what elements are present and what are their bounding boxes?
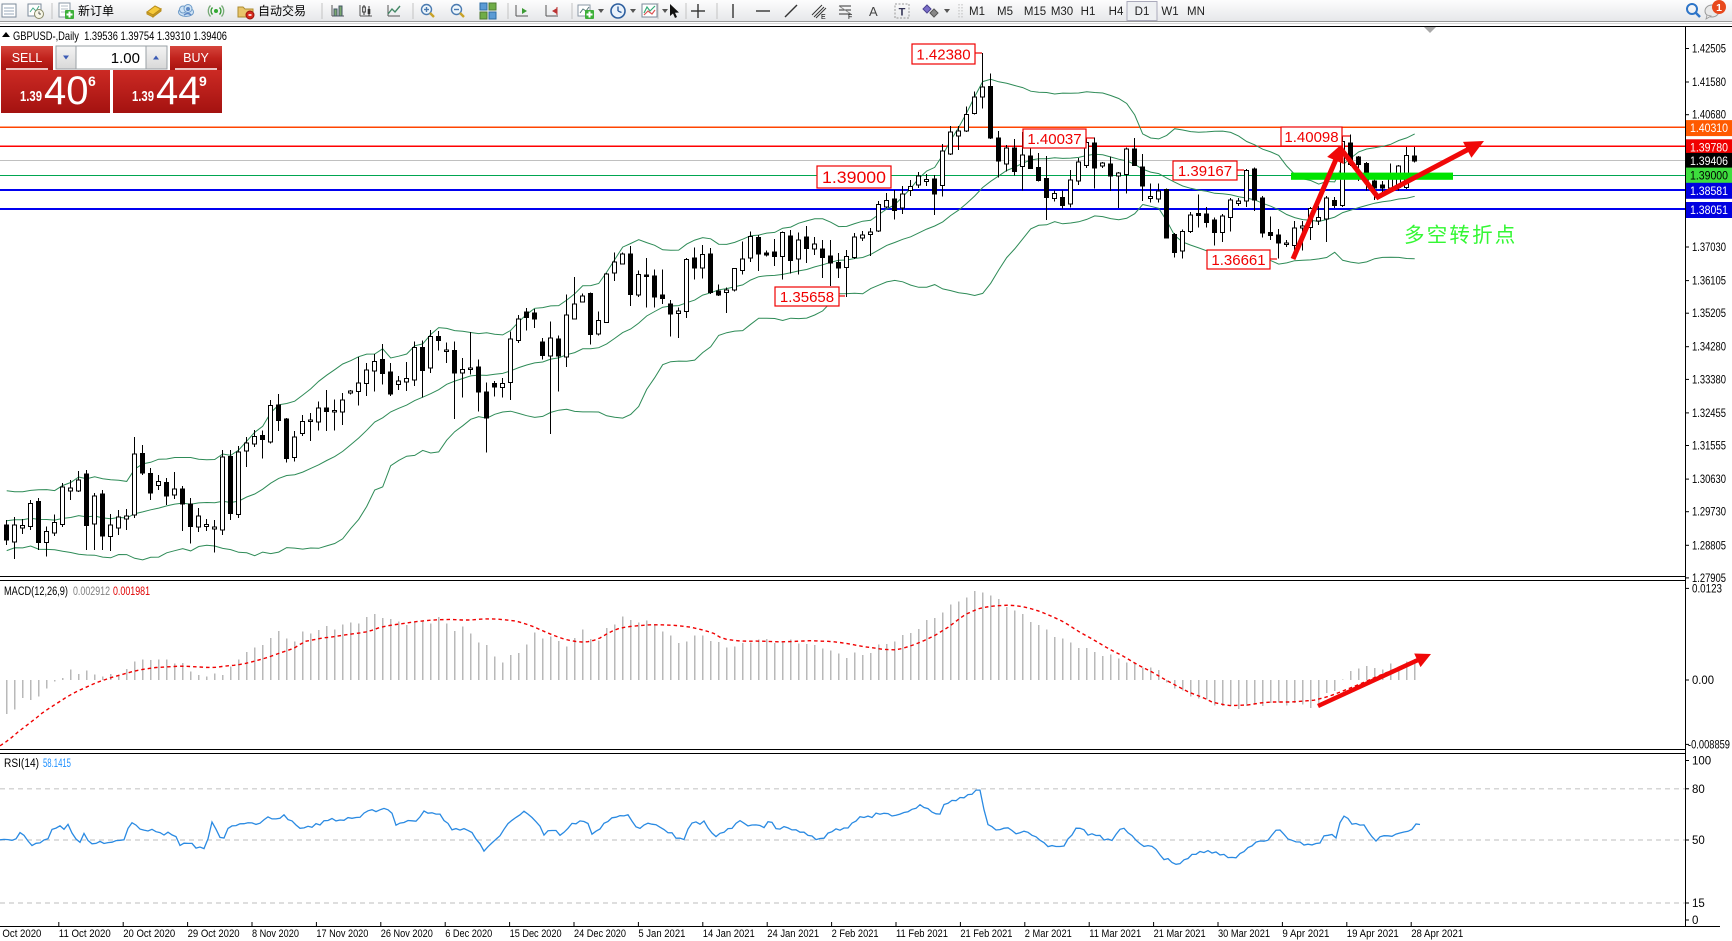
svg-text:2 Feb 2021: 2 Feb 2021 xyxy=(832,928,879,940)
svg-text:1.42380: 1.42380 xyxy=(916,46,970,63)
svg-text:15: 15 xyxy=(1692,898,1705,910)
svg-text:1.40098: 1.40098 xyxy=(1284,129,1338,146)
svg-text:多空转折点: 多空转折点 xyxy=(1404,224,1518,247)
svg-text:1.38051: 1.38051 xyxy=(1690,205,1728,217)
svg-text:30 Mar 2021: 30 Mar 2021 xyxy=(1218,928,1270,940)
svg-text:11 Mar 2021: 11 Mar 2021 xyxy=(1089,928,1141,940)
svg-text:H4: H4 xyxy=(1109,6,1124,18)
svg-text:1.42505: 1.42505 xyxy=(1692,44,1726,56)
svg-text:1.28805: 1.28805 xyxy=(1692,540,1726,552)
svg-text:1.39000: 1.39000 xyxy=(822,168,886,187)
svg-text:1.31555: 1.31555 xyxy=(1692,441,1726,453)
svg-text:1.39000: 1.39000 xyxy=(1690,171,1728,183)
svg-text:MN: MN xyxy=(1187,6,1205,18)
svg-text:1.39167: 1.39167 xyxy=(1178,163,1232,180)
svg-text:50: 50 xyxy=(1692,835,1705,847)
svg-text:M1: M1 xyxy=(969,6,985,18)
svg-text:40: 40 xyxy=(44,69,89,113)
svg-text:0: 0 xyxy=(1692,915,1698,927)
svg-text:A: A xyxy=(869,4,878,19)
svg-text:21 Mar 2021: 21 Mar 2021 xyxy=(1154,928,1206,940)
svg-text:9: 9 xyxy=(199,73,207,89)
svg-text:17 Nov 2020: 17 Nov 2020 xyxy=(316,928,368,940)
svg-text:1.39: 1.39 xyxy=(20,88,42,105)
svg-text:21 Feb 2021: 21 Feb 2021 xyxy=(960,928,1012,940)
svg-text:M5: M5 xyxy=(997,6,1013,18)
svg-text:1.35658: 1.35658 xyxy=(780,289,834,306)
svg-text:11 Feb 2021: 11 Feb 2021 xyxy=(896,928,948,940)
svg-text:28 Apr 2021: 28 Apr 2021 xyxy=(1411,928,1463,940)
svg-text:新订单: 新订单 xyxy=(78,3,114,18)
svg-text:15 Dec 2020: 15 Dec 2020 xyxy=(510,928,562,940)
svg-text:11 Oct 2020: 11 Oct 2020 xyxy=(59,928,111,940)
svg-text:1.38581: 1.38581 xyxy=(1690,186,1728,198)
svg-text:14 Jan 2021: 14 Jan 2021 xyxy=(703,928,755,940)
svg-text:26 Nov 2020: 26 Nov 2020 xyxy=(381,928,433,940)
svg-text:5 Jan 2021: 5 Jan 2021 xyxy=(638,928,685,940)
svg-text:0.00: 0.00 xyxy=(1692,675,1714,687)
svg-text:W1: W1 xyxy=(1161,6,1178,18)
svg-text:-0.008859: -0.008859 xyxy=(1688,739,1730,751)
svg-text:1.40680: 1.40680 xyxy=(1692,110,1726,122)
svg-text:8 Nov 2020: 8 Nov 2020 xyxy=(252,928,299,940)
svg-text:BUY: BUY xyxy=(183,51,209,65)
svg-text:0.0123: 0.0123 xyxy=(1692,583,1722,595)
svg-text:1.30630: 1.30630 xyxy=(1692,474,1726,486)
svg-text:1.33380: 1.33380 xyxy=(1692,374,1726,386)
svg-text:T: T xyxy=(899,7,906,19)
svg-text:29 Oct 2020: 29 Oct 2020 xyxy=(188,928,240,940)
svg-text:E: E xyxy=(821,14,826,21)
svg-text:1.40037: 1.40037 xyxy=(1027,131,1081,148)
svg-text:自动交易: 自动交易 xyxy=(258,3,306,18)
svg-text:1.00: 1.00 xyxy=(111,50,140,67)
svg-text:44: 44 xyxy=(156,69,201,113)
svg-text:1.36105: 1.36105 xyxy=(1692,276,1726,288)
svg-text:9 Apr 2021: 9 Apr 2021 xyxy=(1282,928,1329,940)
svg-text:24 Dec 2020: 24 Dec 2020 xyxy=(574,928,626,940)
svg-text:H1: H1 xyxy=(1081,6,1096,18)
svg-text:1.32455: 1.32455 xyxy=(1692,408,1726,420)
svg-text:24 Jan 2021: 24 Jan 2021 xyxy=(767,928,819,940)
svg-text:D1: D1 xyxy=(1135,6,1150,18)
svg-text:1.36661: 1.36661 xyxy=(1211,252,1265,269)
svg-text:1.39780: 1.39780 xyxy=(1690,142,1728,154)
svg-text:6 Dec 2020: 6 Dec 2020 xyxy=(445,928,492,940)
svg-text:1.29730: 1.29730 xyxy=(1692,507,1726,519)
svg-text:0.001981: 0.001981 xyxy=(113,586,150,598)
svg-text:1.35205: 1.35205 xyxy=(1692,308,1726,320)
svg-text:RSI(14): RSI(14) xyxy=(4,758,39,770)
svg-text:1 Oct 2020: 1 Oct 2020 xyxy=(0,928,41,940)
svg-text:1: 1 xyxy=(1716,2,1722,14)
svg-text:1.37030: 1.37030 xyxy=(1692,242,1726,254)
svg-text:6: 6 xyxy=(88,73,96,89)
svg-text:1.34280: 1.34280 xyxy=(1692,342,1726,354)
svg-text:MACD(12,26,9): MACD(12,26,9) xyxy=(4,586,68,598)
svg-text:SELL: SELL xyxy=(12,51,43,65)
svg-text:100: 100 xyxy=(1692,756,1711,768)
svg-text:19 Apr 2021: 19 Apr 2021 xyxy=(1347,928,1399,940)
svg-text:1.39: 1.39 xyxy=(132,88,154,105)
svg-text:M30: M30 xyxy=(1051,6,1073,18)
svg-text:58.1415: 58.1415 xyxy=(43,758,71,770)
svg-text:1.39406: 1.39406 xyxy=(1690,156,1728,168)
svg-text:20 Oct 2020: 20 Oct 2020 xyxy=(123,928,175,940)
svg-text:M15: M15 xyxy=(1024,6,1046,18)
svg-text:1.27905: 1.27905 xyxy=(1692,573,1726,585)
svg-text:80: 80 xyxy=(1692,784,1705,796)
svg-text:0.002912: 0.002912 xyxy=(73,586,110,598)
svg-text:1.40310: 1.40310 xyxy=(1690,123,1728,135)
svg-text:2 Mar 2021: 2 Mar 2021 xyxy=(1025,928,1072,940)
svg-text:1.41580: 1.41580 xyxy=(1692,77,1726,89)
svg-text:F: F xyxy=(848,14,852,21)
svg-text:GBPUSD-,Daily 1.39536 1.39754: GBPUSD-,Daily 1.39536 1.39754 1.39310 1.… xyxy=(13,29,227,43)
